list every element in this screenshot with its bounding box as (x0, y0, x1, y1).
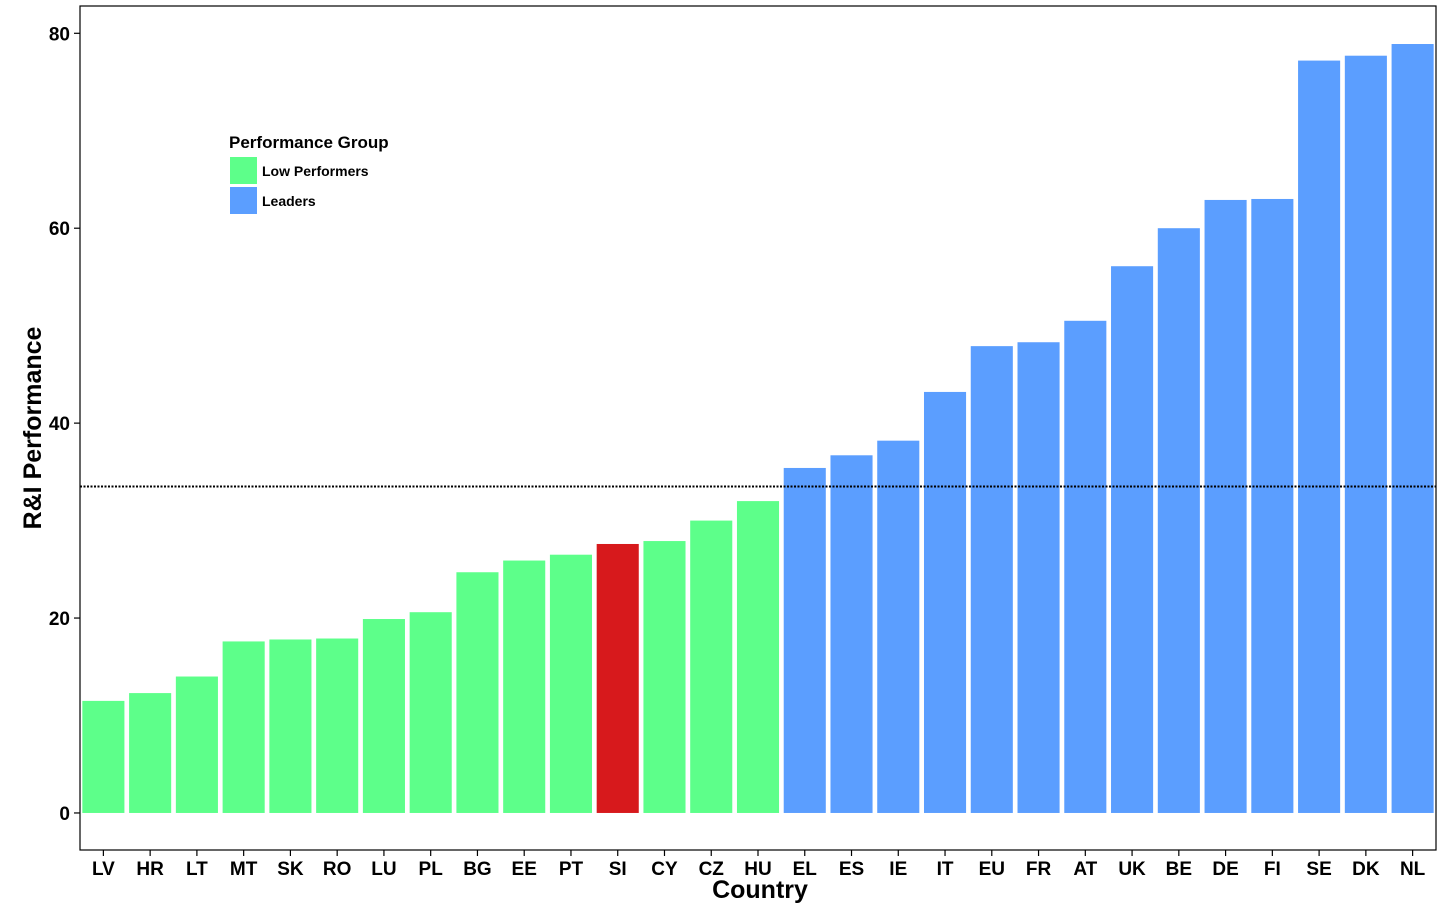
bar-hr (129, 693, 172, 813)
legend-label: Low Performers (262, 163, 369, 179)
x-tick-label: ES (839, 859, 864, 880)
x-tick-label: IT (937, 859, 954, 880)
bar-es (830, 455, 873, 813)
x-tick-label: EE (512, 859, 537, 880)
x-tick-label: SI (609, 859, 627, 880)
y-tick-label: 40 (49, 414, 70, 435)
bar-fi (1251, 198, 1294, 813)
x-tick-label: RO (323, 859, 352, 880)
bar-bg (456, 572, 499, 813)
x-tick-label: LT (186, 859, 208, 880)
y-tick-label: 80 (49, 24, 70, 45)
y-axis-title: R&I Performance (19, 326, 47, 529)
bar-eu (970, 346, 1013, 813)
bar-be (1157, 228, 1200, 813)
bar-ro (316, 638, 359, 813)
bar-fr (1017, 342, 1060, 813)
y-tick-label: 0 (59, 804, 70, 825)
x-tick-label: CY (651, 859, 678, 880)
legend-title: Performance Group (229, 133, 389, 152)
bar-si (596, 543, 639, 813)
bar-nl (1391, 44, 1434, 813)
x-tick-label: FR (1026, 859, 1052, 880)
bar-sk (269, 639, 312, 813)
x-axis-title: Country (712, 876, 808, 904)
bar-ie (877, 440, 920, 813)
x-tick-label: PT (559, 859, 584, 880)
x-tick-label: FI (1264, 859, 1281, 880)
x-tick-label: LV (92, 859, 115, 880)
bar-it (923, 391, 967, 813)
bar-cz (690, 520, 733, 813)
x-tick-label: HU (744, 859, 771, 880)
bar-lt (175, 676, 218, 813)
x-tick-label: IE (889, 859, 907, 880)
y-tick-label: 20 (49, 609, 70, 630)
bar-el (783, 467, 826, 813)
x-tick-label: SE (1306, 859, 1331, 880)
x-tick-label: SK (277, 859, 304, 880)
y-tick-label: 60 (49, 219, 70, 240)
bar-hu (736, 501, 780, 813)
x-tick-label: BG (463, 859, 492, 880)
legend-swatch (230, 157, 257, 184)
bar-lu (362, 619, 405, 813)
legend-swatch (230, 187, 257, 214)
bar-dk (1344, 55, 1387, 813)
bar-lv (82, 700, 125, 813)
bar-pt (549, 554, 593, 813)
x-tick-label: HR (136, 859, 164, 880)
legend-label: Leaders (262, 193, 316, 209)
x-tick-label: BE (1166, 859, 1192, 880)
x-tick-label: DK (1352, 859, 1380, 880)
bar-pl (409, 612, 452, 813)
x-tick-label: AT (1073, 859, 1097, 880)
bar-ee (503, 560, 546, 813)
x-tick-label: DE (1212, 859, 1238, 880)
bar-mt (222, 641, 265, 813)
x-tick-label: EL (793, 859, 818, 880)
bar-se (1298, 60, 1341, 813)
x-tick-label: PL (419, 859, 444, 880)
bar-de (1204, 199, 1247, 813)
x-tick-label: EU (979, 859, 1005, 880)
x-tick-label: NL (1400, 859, 1426, 880)
x-tick-label: UK (1118, 859, 1146, 880)
x-tick-label: CZ (699, 859, 725, 880)
x-tick-label: MT (230, 859, 258, 880)
bar-uk (1111, 266, 1154, 813)
bar-at (1064, 320, 1107, 813)
x-tick-label: LU (371, 859, 396, 880)
bar-cy (643, 541, 686, 813)
